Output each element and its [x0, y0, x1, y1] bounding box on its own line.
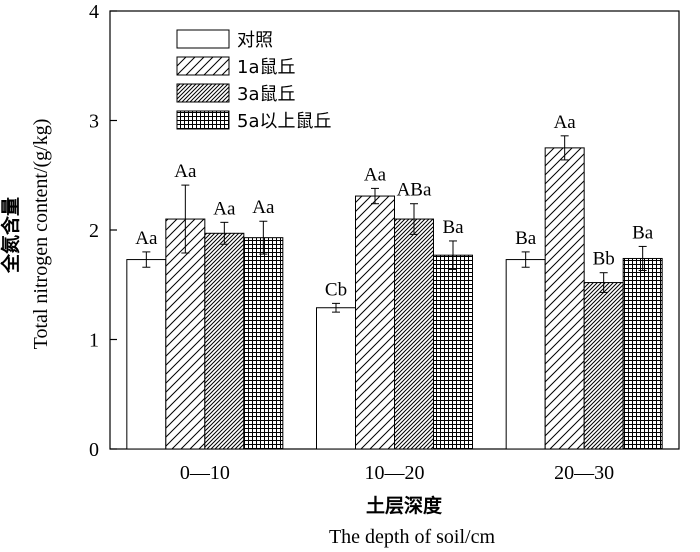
bar	[126, 259, 167, 450]
data-label: Aa	[364, 164, 387, 185]
data-label: Aa	[135, 228, 158, 249]
data-label: Ba	[442, 217, 464, 238]
x-tick-label: 20—30	[554, 462, 614, 484]
y-axis-title-en: Total nitrogen content/(g/kg)	[30, 119, 52, 350]
legend-swatch	[176, 110, 230, 130]
bar	[165, 218, 206, 450]
bar	[583, 282, 624, 450]
data-label: Aa	[252, 197, 275, 218]
legend-label: 5a以上鼠丘	[237, 111, 331, 132]
data-labels: Aa Aa Aa Aa Cb Aa ABa Ba Ba Aa Bb Ba	[135, 112, 654, 301]
axis-ticks: 0 1 2 3 4 0—10 10—20 20—30	[89, 1, 614, 484]
legend-swatch	[176, 56, 230, 76]
bar	[505, 259, 546, 450]
x-tick-label: 10—20	[365, 462, 425, 484]
bar	[316, 307, 356, 450]
data-label: Bb	[593, 249, 615, 270]
error-bars	[142, 135, 647, 313]
x-axis-title-en: The depth of soil/cm	[329, 526, 496, 548]
bar	[394, 218, 434, 450]
legend-swatch	[176, 29, 230, 49]
bar	[622, 257, 663, 450]
x-tick-label: 0—10	[180, 462, 230, 484]
y-tick-label: 4	[89, 1, 99, 23]
y-tick-label: 1	[89, 330, 99, 352]
legend-swatch	[176, 83, 230, 103]
bar	[544, 147, 585, 450]
bar	[243, 237, 284, 450]
data-label: Cb	[325, 279, 347, 300]
data-label: Aa	[213, 198, 236, 219]
y-tick-label: 3	[89, 111, 99, 133]
bars	[126, 147, 663, 450]
data-label: Ba	[632, 222, 654, 243]
x-axis-title-cn: 土层深度	[366, 494, 443, 517]
y-tick-label: 0	[89, 439, 99, 461]
data-label: ABa	[397, 180, 432, 201]
y-tick-label: 2	[89, 220, 99, 242]
legend-label: 1a鼠丘	[237, 57, 295, 78]
y-axis-title-cn: 全氮含量	[0, 197, 22, 274]
legend-label: 对照	[237, 30, 273, 51]
data-label: Aa	[554, 112, 577, 133]
legend: 对照 1a鼠丘 3a鼠丘 5a以上鼠丘	[176, 29, 331, 132]
bar	[204, 232, 245, 450]
bar	[433, 254, 473, 450]
bar	[355, 195, 395, 450]
data-label: Aa	[174, 161, 197, 182]
legend-label: 3a鼠丘	[237, 84, 295, 105]
data-label: Ba	[515, 228, 537, 249]
